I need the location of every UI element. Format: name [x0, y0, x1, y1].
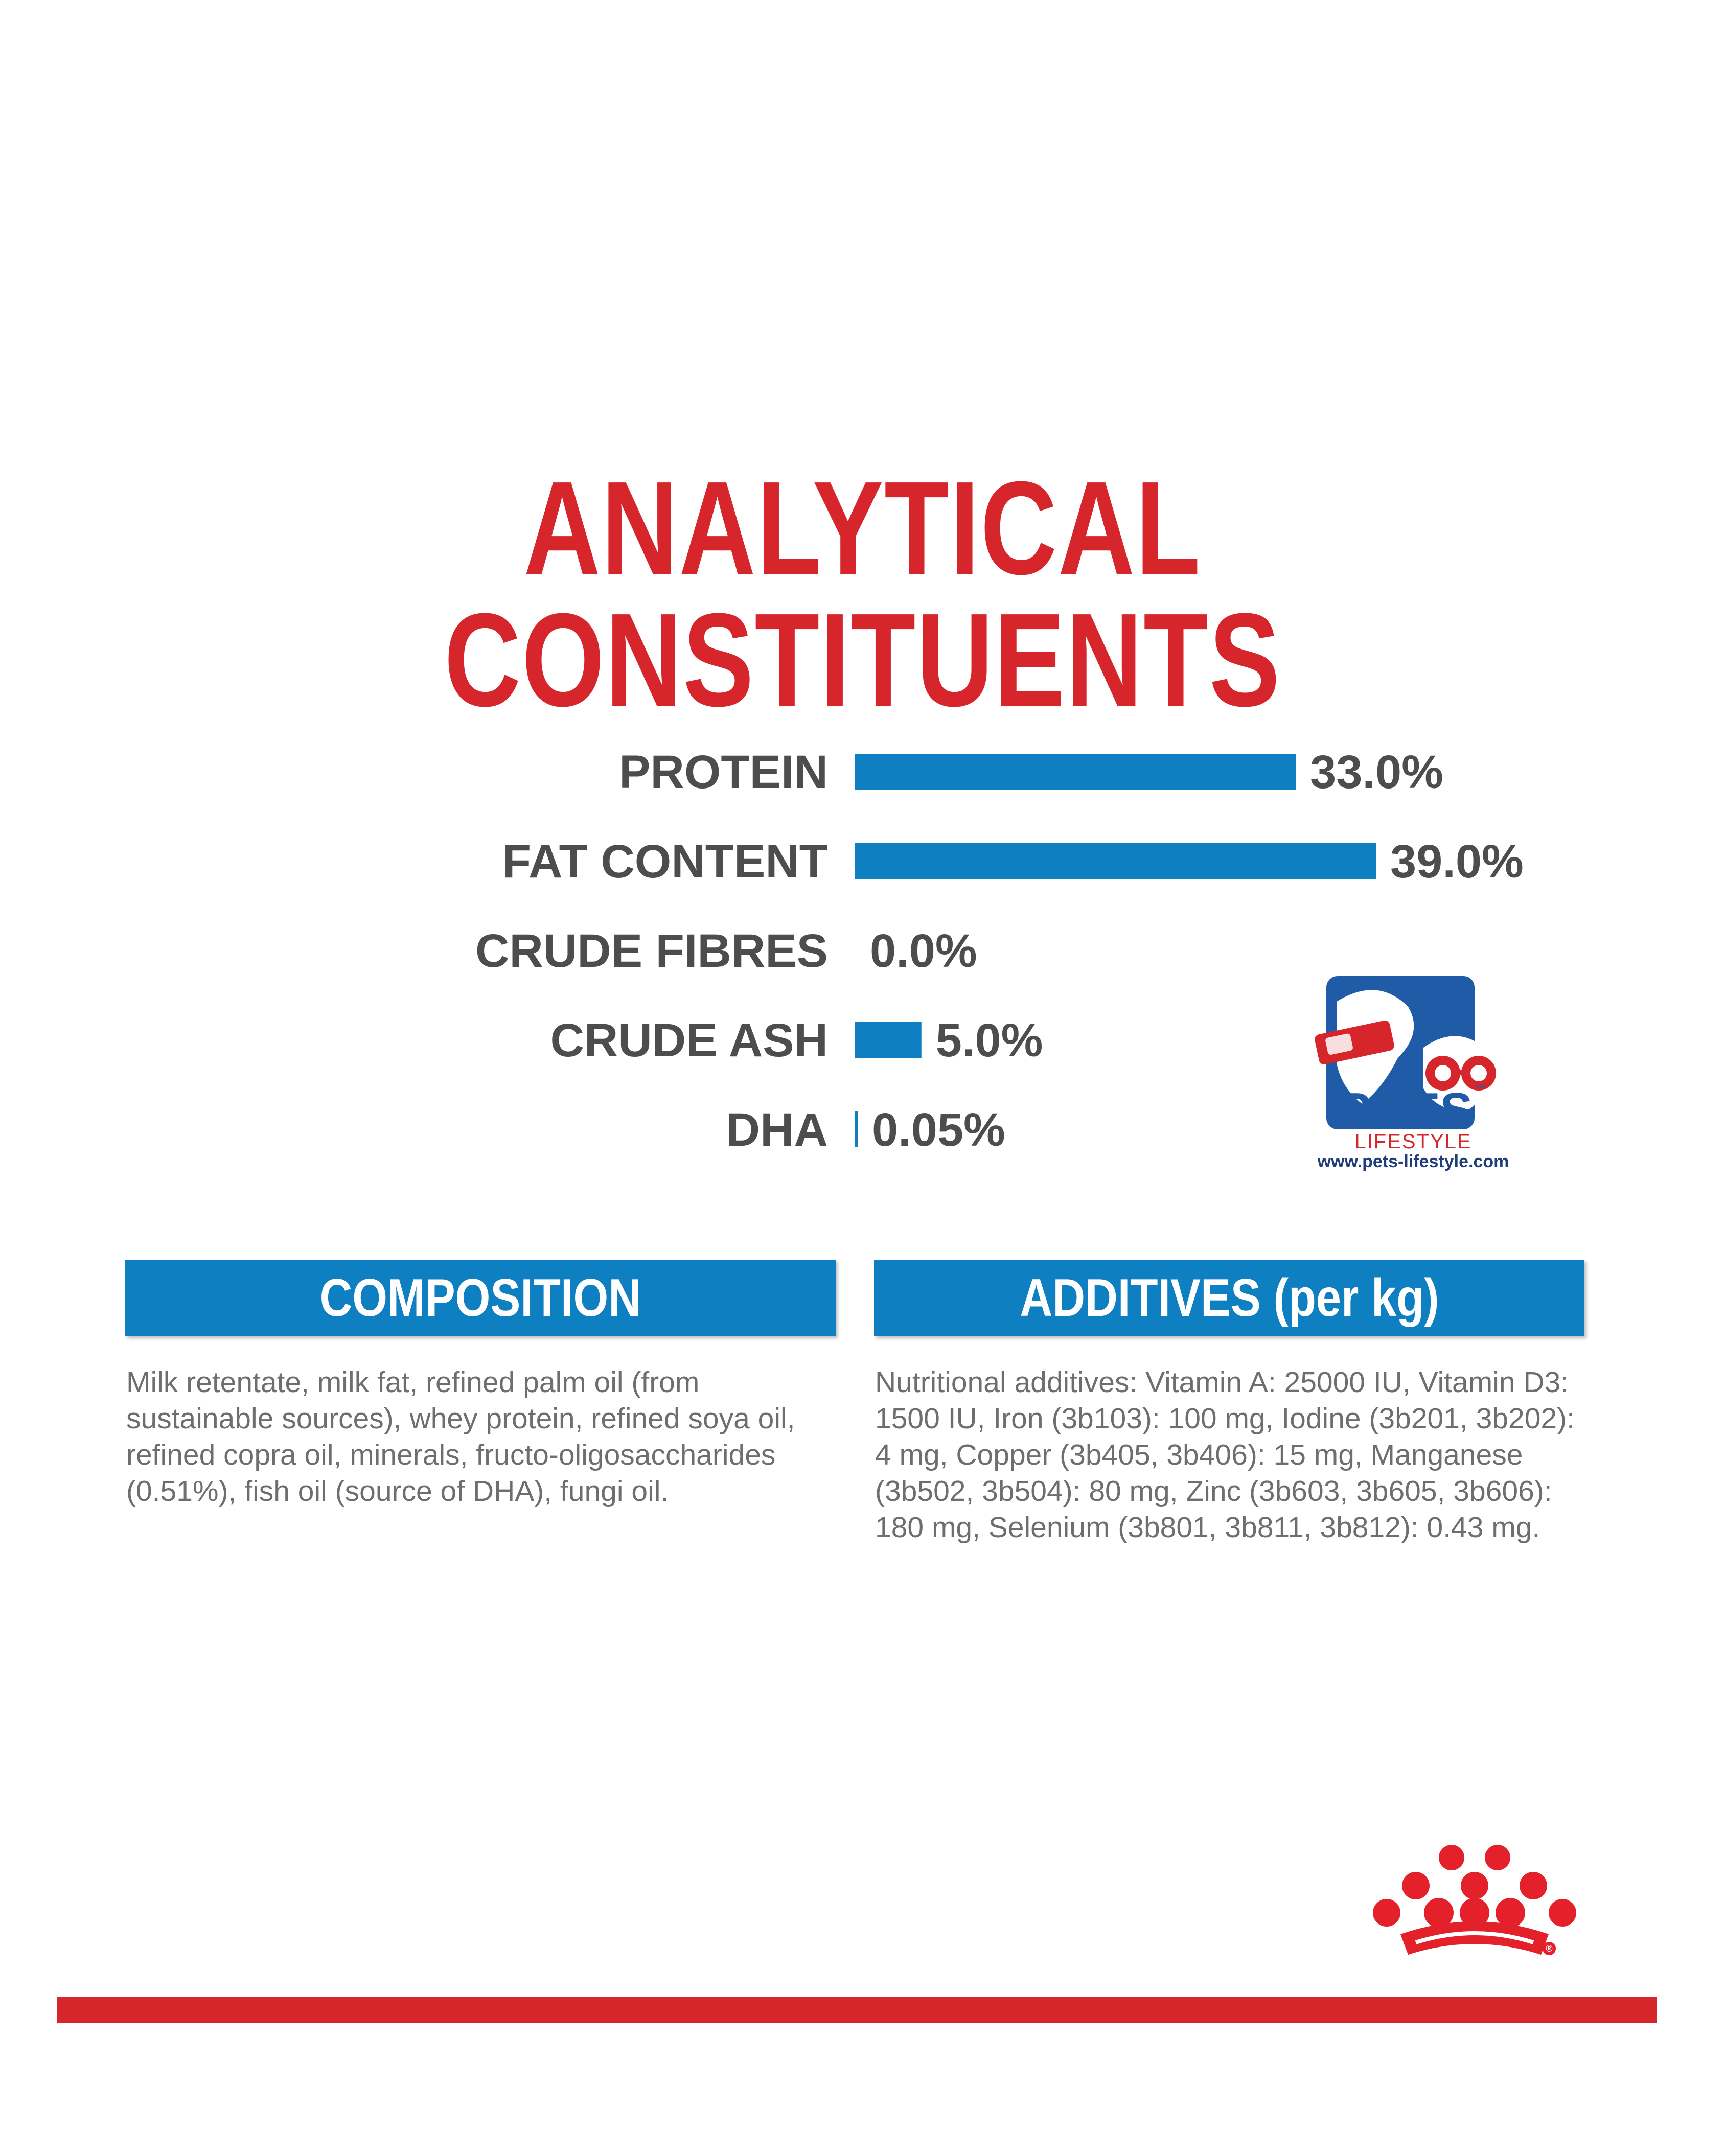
crown-dot	[1439, 1845, 1464, 1870]
category-label: DHA	[726, 1104, 828, 1156]
logo-brand: PETS	[1338, 1083, 1475, 1138]
bottom-red-bar	[57, 1997, 1657, 2023]
crown-dot	[1485, 1845, 1510, 1870]
category-label: CRUDE FIBRES	[475, 925, 828, 977]
additives-text: Nutritional additives: Vitamin A: 25000 …	[875, 1366, 1575, 1544]
value-label: 0.0%	[870, 925, 977, 977]
title-line-2: CONSTITUENTS	[444, 586, 1281, 734]
crown-dot	[1460, 1898, 1489, 1928]
royal-crown-icon	[1373, 1845, 1576, 1955]
page-title: ANALYTICAL CONSTITUENTS	[0, 454, 1725, 734]
bar	[855, 1022, 922, 1058]
additives-header-label: ADDITIVES (per kg)	[1019, 1268, 1439, 1328]
crown-dot	[1373, 1899, 1400, 1927]
crown-band	[1400, 1921, 1549, 1955]
value-label: 0.05%	[872, 1104, 1005, 1156]
crown-dot	[1549, 1899, 1576, 1927]
bar	[855, 1111, 858, 1147]
analytical-constituents-chart: PROTEIN 33.0% FAT CONTENT 39.0% CRUDE FIBRES…	[475, 746, 1524, 1156]
crown-dot	[1424, 1898, 1454, 1928]
value-label: 39.0%	[1390, 836, 1524, 888]
pets-lifestyle-watermark: PETS™ LIFESTYLE www.pets-lifestyle.com	[1306, 971, 1521, 1171]
crown-dot	[1402, 1872, 1430, 1899]
composition-header-label: COMPOSITION	[319, 1268, 641, 1328]
pets-mascot-icon	[1315, 976, 1496, 1129]
logo-url: www.pets-lifestyle.com	[1317, 1152, 1509, 1171]
crown-dot	[1461, 1872, 1488, 1899]
registered-mark: ®	[1543, 1942, 1556, 1955]
title-line-1: ANALYTICAL	[523, 454, 1202, 602]
logo-sub: LIFESTYLE	[1354, 1130, 1472, 1153]
crown-band-line	[1415, 1931, 1534, 1944]
composition-header: COMPOSITION	[125, 1260, 836, 1336]
composition-text: Milk retentate, milk fat, refined palm o…	[126, 1366, 795, 1508]
value-label: 33.0%	[1310, 746, 1443, 798]
bar	[855, 754, 1296, 790]
crown-dot	[1520, 1872, 1547, 1899]
category-label: PROTEIN	[619, 746, 828, 798]
additives-header: ADDITIVES (per kg)	[874, 1260, 1584, 1336]
bar	[855, 843, 1376, 879]
category-label: CRUDE ASH	[550, 1014, 828, 1067]
category-label: FAT CONTENT	[502, 836, 828, 888]
value-label: 5.0%	[936, 1014, 1043, 1067]
crown-dot	[1496, 1898, 1525, 1928]
logo-tm: ™	[1475, 1082, 1488, 1095]
